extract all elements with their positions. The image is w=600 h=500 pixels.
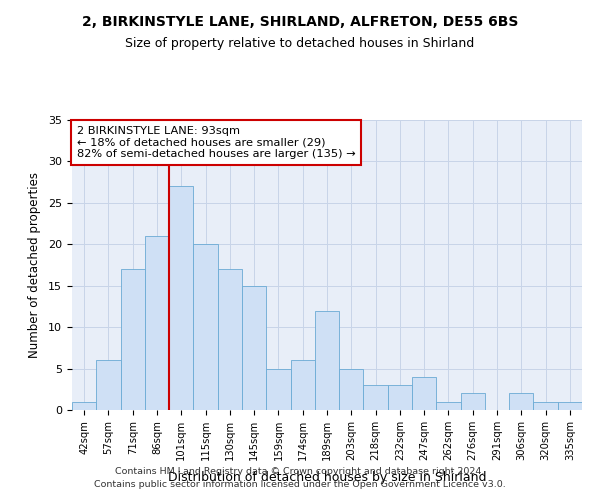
Bar	[266, 368, 290, 410]
Bar	[72, 402, 96, 410]
Bar	[290, 360, 315, 410]
Bar	[242, 286, 266, 410]
Text: Contains HM Land Registry data © Crown copyright and database right 2024.: Contains HM Land Registry data © Crown c…	[115, 468, 485, 476]
Bar	[96, 360, 121, 410]
Bar	[193, 244, 218, 410]
Bar	[169, 186, 193, 410]
Text: Size of property relative to detached houses in Shirland: Size of property relative to detached ho…	[125, 38, 475, 51]
Bar	[339, 368, 364, 410]
Bar	[121, 269, 145, 410]
Bar	[436, 402, 461, 410]
Bar	[461, 394, 485, 410]
Bar	[218, 269, 242, 410]
Text: Contains public sector information licensed under the Open Government Licence v3: Contains public sector information licen…	[94, 480, 506, 489]
Bar	[315, 310, 339, 410]
X-axis label: Distribution of detached houses by size in Shirland: Distribution of detached houses by size …	[168, 471, 486, 484]
Bar	[145, 236, 169, 410]
Bar	[533, 402, 558, 410]
Text: 2, BIRKINSTYLE LANE, SHIRLAND, ALFRETON, DE55 6BS: 2, BIRKINSTYLE LANE, SHIRLAND, ALFRETON,…	[82, 15, 518, 29]
Bar	[412, 377, 436, 410]
Bar	[388, 385, 412, 410]
Y-axis label: Number of detached properties: Number of detached properties	[28, 172, 41, 358]
Bar	[558, 402, 582, 410]
Bar	[364, 385, 388, 410]
Bar	[509, 394, 533, 410]
Text: 2 BIRKINSTYLE LANE: 93sqm
← 18% of detached houses are smaller (29)
82% of semi-: 2 BIRKINSTYLE LANE: 93sqm ← 18% of detac…	[77, 126, 356, 159]
